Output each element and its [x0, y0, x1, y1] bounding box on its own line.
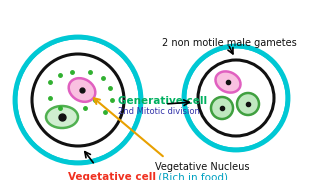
Ellipse shape: [215, 71, 241, 93]
Text: Generative cell: Generative cell: [118, 96, 207, 106]
Circle shape: [237, 93, 259, 115]
Text: Vegetative Nucleus: Vegetative Nucleus: [155, 162, 250, 172]
Circle shape: [211, 97, 233, 119]
Ellipse shape: [46, 106, 78, 128]
Text: (Rich in food): (Rich in food): [155, 172, 228, 180]
Text: 2nd Mitotic division: 2nd Mitotic division: [118, 107, 200, 116]
Text: Vegetative cell: Vegetative cell: [68, 172, 156, 180]
Ellipse shape: [69, 78, 95, 102]
Text: 2 non motile male gametes: 2 non motile male gametes: [162, 38, 297, 48]
